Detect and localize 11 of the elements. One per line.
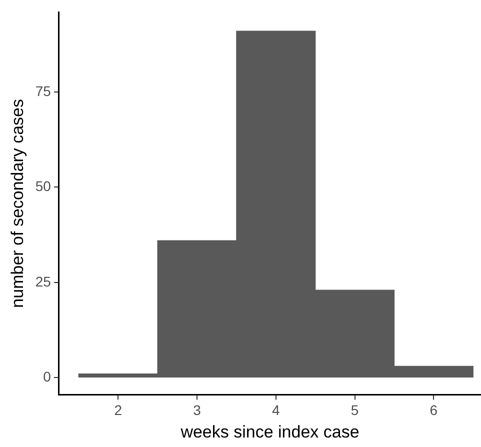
- x-tick-label: 6: [430, 402, 438, 418]
- y-tick-label: 50: [35, 178, 52, 194]
- x-tick-label: 4: [272, 402, 280, 418]
- y-tick-label: 75: [35, 82, 52, 99]
- x-tick-label: 2: [114, 402, 122, 418]
- y-tick-label: 0: [43, 368, 52, 385]
- y-tick-label: 25: [35, 273, 52, 290]
- x-tick-label: 5: [350, 402, 359, 418]
- x-tick-label: 3: [193, 402, 202, 418]
- x-axis-title: weeks since index case: [180, 422, 360, 442]
- y-axis-title: number of secondary cases: [8, 98, 27, 308]
